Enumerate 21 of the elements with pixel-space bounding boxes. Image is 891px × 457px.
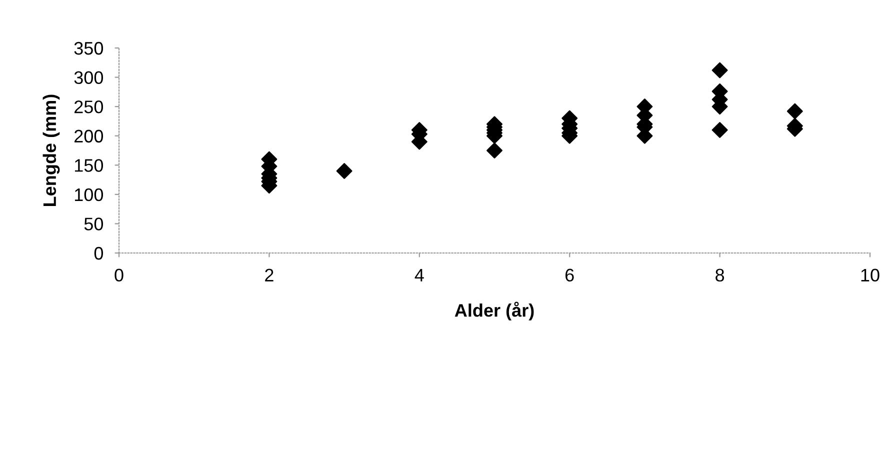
y-tick-label: 0 (94, 246, 104, 260)
x-tick-label: 10 (861, 268, 880, 282)
point (336, 163, 352, 179)
point (786, 103, 803, 120)
x-axis-title: Alder (år) (454, 302, 534, 320)
x-tick-label: 2 (265, 268, 274, 282)
point (712, 62, 728, 78)
y-tick-label: 50 (84, 218, 104, 230)
y-tick-label: 350 (74, 42, 104, 55)
point (712, 122, 728, 138)
x-tick-label: 8 (716, 268, 724, 282)
x-tick-label: 4 (414, 268, 424, 282)
y-tick-label: 300 (74, 71, 104, 84)
point (486, 142, 502, 158)
y-tick-label: 150 (74, 159, 104, 172)
x-tick-label: 6 (565, 268, 574, 282)
x-tick-label: 0 (114, 268, 124, 282)
y-tick-label: 200 (74, 130, 104, 143)
y-tick-label: 100 (74, 188, 104, 202)
y-tick-label: 250 (74, 100, 104, 114)
y-axis-title: Lengde (mm) (42, 94, 60, 206)
